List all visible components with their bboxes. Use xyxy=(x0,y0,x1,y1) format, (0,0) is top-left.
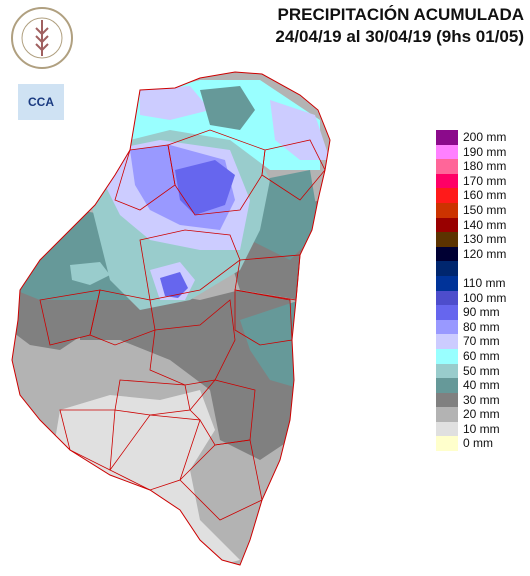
legend-label: 10 mm xyxy=(463,421,500,436)
legend-label: 160 mm xyxy=(463,188,507,203)
legend-label: 80 mm xyxy=(463,319,500,334)
precipitation-legend: 200 mm 190 mm 180 mm 170 mm 160 mm 150 mm 140 … xyxy=(436,130,528,452)
legend-item: 180 mm xyxy=(436,159,528,174)
legend-item: 130 mm xyxy=(436,232,528,247)
legend-item: 20 mm xyxy=(436,407,528,422)
legend-item: 50 mm xyxy=(436,363,528,379)
legend-item: 200 mm xyxy=(436,130,528,145)
legend-swatch xyxy=(436,363,458,379)
legend-swatch xyxy=(436,232,458,247)
legend-item: 170 mm xyxy=(436,173,528,189)
legend-item: 140 mm xyxy=(436,217,528,233)
legend-label: 30 mm xyxy=(463,392,500,407)
legend-item: 0 mm xyxy=(436,436,528,452)
cca-logo: CCA xyxy=(18,84,64,120)
legend-swatch xyxy=(436,173,458,189)
legend-item: 190 mm xyxy=(436,144,528,160)
legend-label: 70 mm xyxy=(463,334,500,349)
department-borders xyxy=(39,129,326,521)
legend-label: 150 mm xyxy=(463,202,507,217)
legend-swatch xyxy=(436,407,458,422)
legend-swatch xyxy=(436,348,458,364)
legend-item: 150 mm xyxy=(436,202,528,218)
legend-swatch xyxy=(436,246,458,262)
legend-swatch xyxy=(436,334,458,349)
legend-item: 10 mm xyxy=(436,421,528,437)
legend-swatch xyxy=(436,421,458,437)
legend-label: 130 mm xyxy=(463,232,507,247)
legend-label: 0 mm xyxy=(463,436,493,451)
legend-label: 170 mm xyxy=(463,173,507,188)
legend-item: 60 mm xyxy=(436,348,528,364)
legend-swatch xyxy=(436,392,458,408)
map-title: PRECIPITACIÓN ACUMULADA 24/04/19 al 30/0… xyxy=(275,4,524,48)
legend-item: 40 mm xyxy=(436,378,528,393)
legend-item: 80 mm xyxy=(436,319,528,335)
legend-label: 40 mm xyxy=(463,378,500,393)
svg-text:CCA: CCA xyxy=(28,95,54,109)
legend-swatch xyxy=(436,305,458,320)
legend-item: 90 mm xyxy=(436,305,528,320)
legend-swatch xyxy=(436,290,458,306)
title-line-1: PRECIPITACIÓN ACUMULADA xyxy=(277,5,525,24)
legend-item: 110 mm xyxy=(436,275,528,291)
legend-item: 30 mm xyxy=(436,392,528,408)
legend-label: 110 mm xyxy=(463,275,506,290)
legend-item xyxy=(436,261,528,276)
legend-label: 200 mm xyxy=(463,130,507,144)
legend-label: 120 mm xyxy=(463,246,507,261)
legend-swatch xyxy=(436,188,458,203)
legend-swatch xyxy=(436,217,458,233)
legend-swatch xyxy=(436,436,458,452)
legend-swatch xyxy=(436,144,458,160)
legend-label: 100 mm xyxy=(463,290,507,305)
legend-item: 70 mm xyxy=(436,334,528,349)
legend-label: 180 mm xyxy=(463,159,507,174)
legend-label: 140 mm xyxy=(463,217,507,232)
legend-swatch xyxy=(436,202,458,218)
legend-swatch xyxy=(436,378,458,393)
legend-swatch xyxy=(436,319,458,335)
bolsa-cereales-seal-logo xyxy=(11,7,73,69)
legend-swatch xyxy=(436,130,458,145)
legend-item: 100 mm xyxy=(436,290,528,306)
legend-swatch xyxy=(436,275,458,291)
rainfall-fields xyxy=(12,72,330,565)
legend-swatch xyxy=(436,159,458,174)
province-border xyxy=(11,71,331,566)
legend-item: 120 mm xyxy=(436,246,528,262)
legend-label: 60 mm xyxy=(463,348,500,363)
legend-label: 20 mm xyxy=(463,407,500,422)
title-line-2: 24/04/19 al 30/04/19 (9hs 01/05) xyxy=(275,27,524,46)
legend-item: 160 mm xyxy=(436,188,528,203)
legend-label: 90 mm xyxy=(463,305,500,320)
legend-label: 50 mm xyxy=(463,363,500,378)
legend-swatch xyxy=(436,261,458,276)
legend-label: 190 mm xyxy=(463,144,507,159)
